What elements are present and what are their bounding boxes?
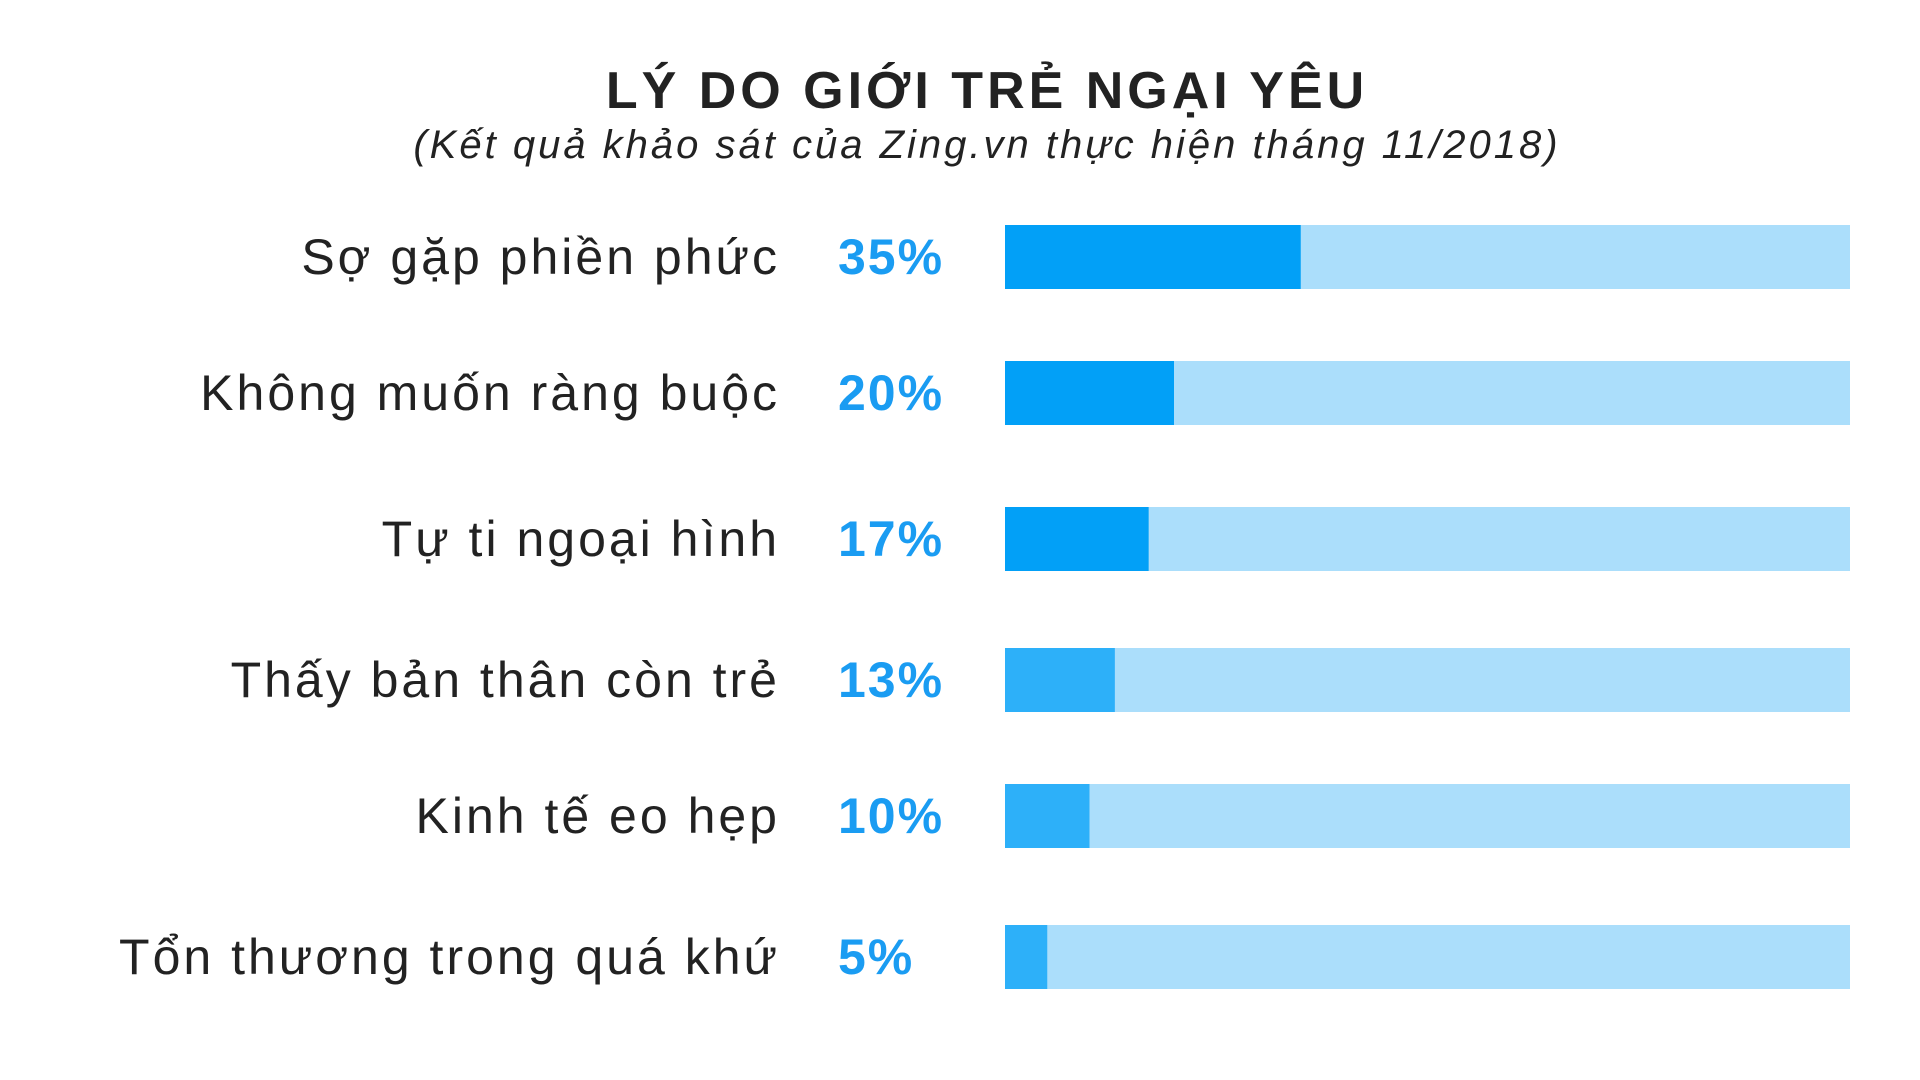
bar <box>1005 784 1090 848</box>
value-label: 13% <box>838 652 944 708</box>
category-label: Thấy bản thân còn trẻ <box>231 652 780 708</box>
chart-title: LÝ DO GIỚI TRẺ NGẠI YÊU <box>606 61 1368 120</box>
bar <box>1005 225 1301 289</box>
value-label: 17% <box>838 511 944 567</box>
chart-subtitle: (Kết quả khảo sát của Zing.vn thực hiện … <box>413 123 1560 167</box>
bar <box>1005 648 1115 712</box>
bar <box>1005 925 1048 989</box>
value-label: 35% <box>838 229 944 285</box>
value-label: 20% <box>838 365 944 421</box>
bar <box>1005 507 1149 571</box>
bar-rows: Sợ gặp phiền phức 35% Không muốn ràng buộc… <box>119 225 1850 989</box>
bar <box>1005 361 1174 425</box>
bar-track <box>1005 925 1850 989</box>
bar-track <box>1005 648 1850 712</box>
category-label: Kinh tế eo hẹp <box>416 788 781 844</box>
category-label: Tổn thương trong quá khứ <box>119 929 780 985</box>
category-label: Tự ti ngoại hình <box>382 511 780 567</box>
bar-track <box>1005 784 1850 848</box>
value-label: 10% <box>838 788 944 844</box>
category-label: Sợ gặp phiền phức <box>301 229 780 285</box>
value-label: 5% <box>838 929 914 985</box>
category-label: Không muốn ràng buộc <box>200 365 780 421</box>
